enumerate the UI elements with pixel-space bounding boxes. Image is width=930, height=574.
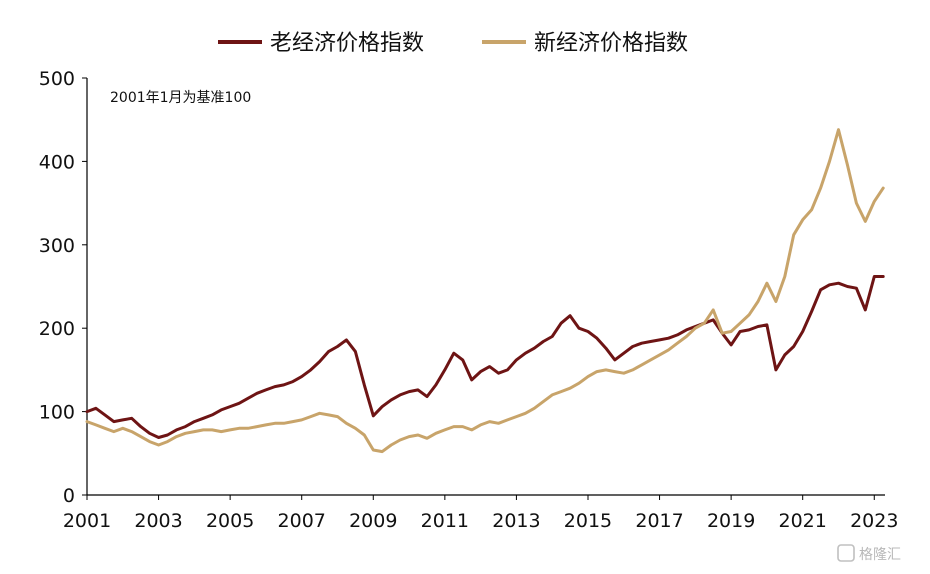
y-tick-label: 200 [39,318,75,340]
legend: 老经济价格指数 新经济价格指数 [218,31,688,56]
y-tick-label: 400 [39,151,75,173]
y-tick-label: 300 [39,235,75,257]
x-tick-label: 2005 [206,510,254,532]
series-group [85,128,885,454]
x-tick-label: 2009 [349,510,397,532]
legend-label-old: 老经济价格指数 [270,31,424,56]
x-tick-label: 2011 [421,510,469,532]
watermark: 格隆汇 [837,544,901,563]
x-tick-label: 2017 [635,510,683,532]
x-tick-label: 2015 [564,510,612,532]
x-tick-label: 2021 [779,510,827,532]
x-tick-label: 2023 [850,510,898,532]
axes: 0 100 200 300 400 500 2001 2003 2005 2007 2009 2011… [39,68,899,532]
x-tick-label: 2019 [707,510,755,532]
y-tick-label: 100 [39,402,75,424]
y-tick-label: 0 [63,485,75,507]
x-tick-label: 2013 [492,510,540,532]
x-tick-label: 2003 [134,510,182,532]
base-note: 2001年1月为基准100 [110,89,251,106]
series-line-old-economy [85,275,885,439]
watermark-logo-icon [837,544,855,562]
series-line-new-economy [85,128,885,454]
legend-label-new: 新经济价格指数 [534,31,688,56]
x-tick-label: 2007 [278,510,326,532]
y-tick-label: 500 [39,68,75,90]
watermark-text: 格隆汇 [859,547,901,563]
x-tick-label: 2001 [63,510,111,532]
